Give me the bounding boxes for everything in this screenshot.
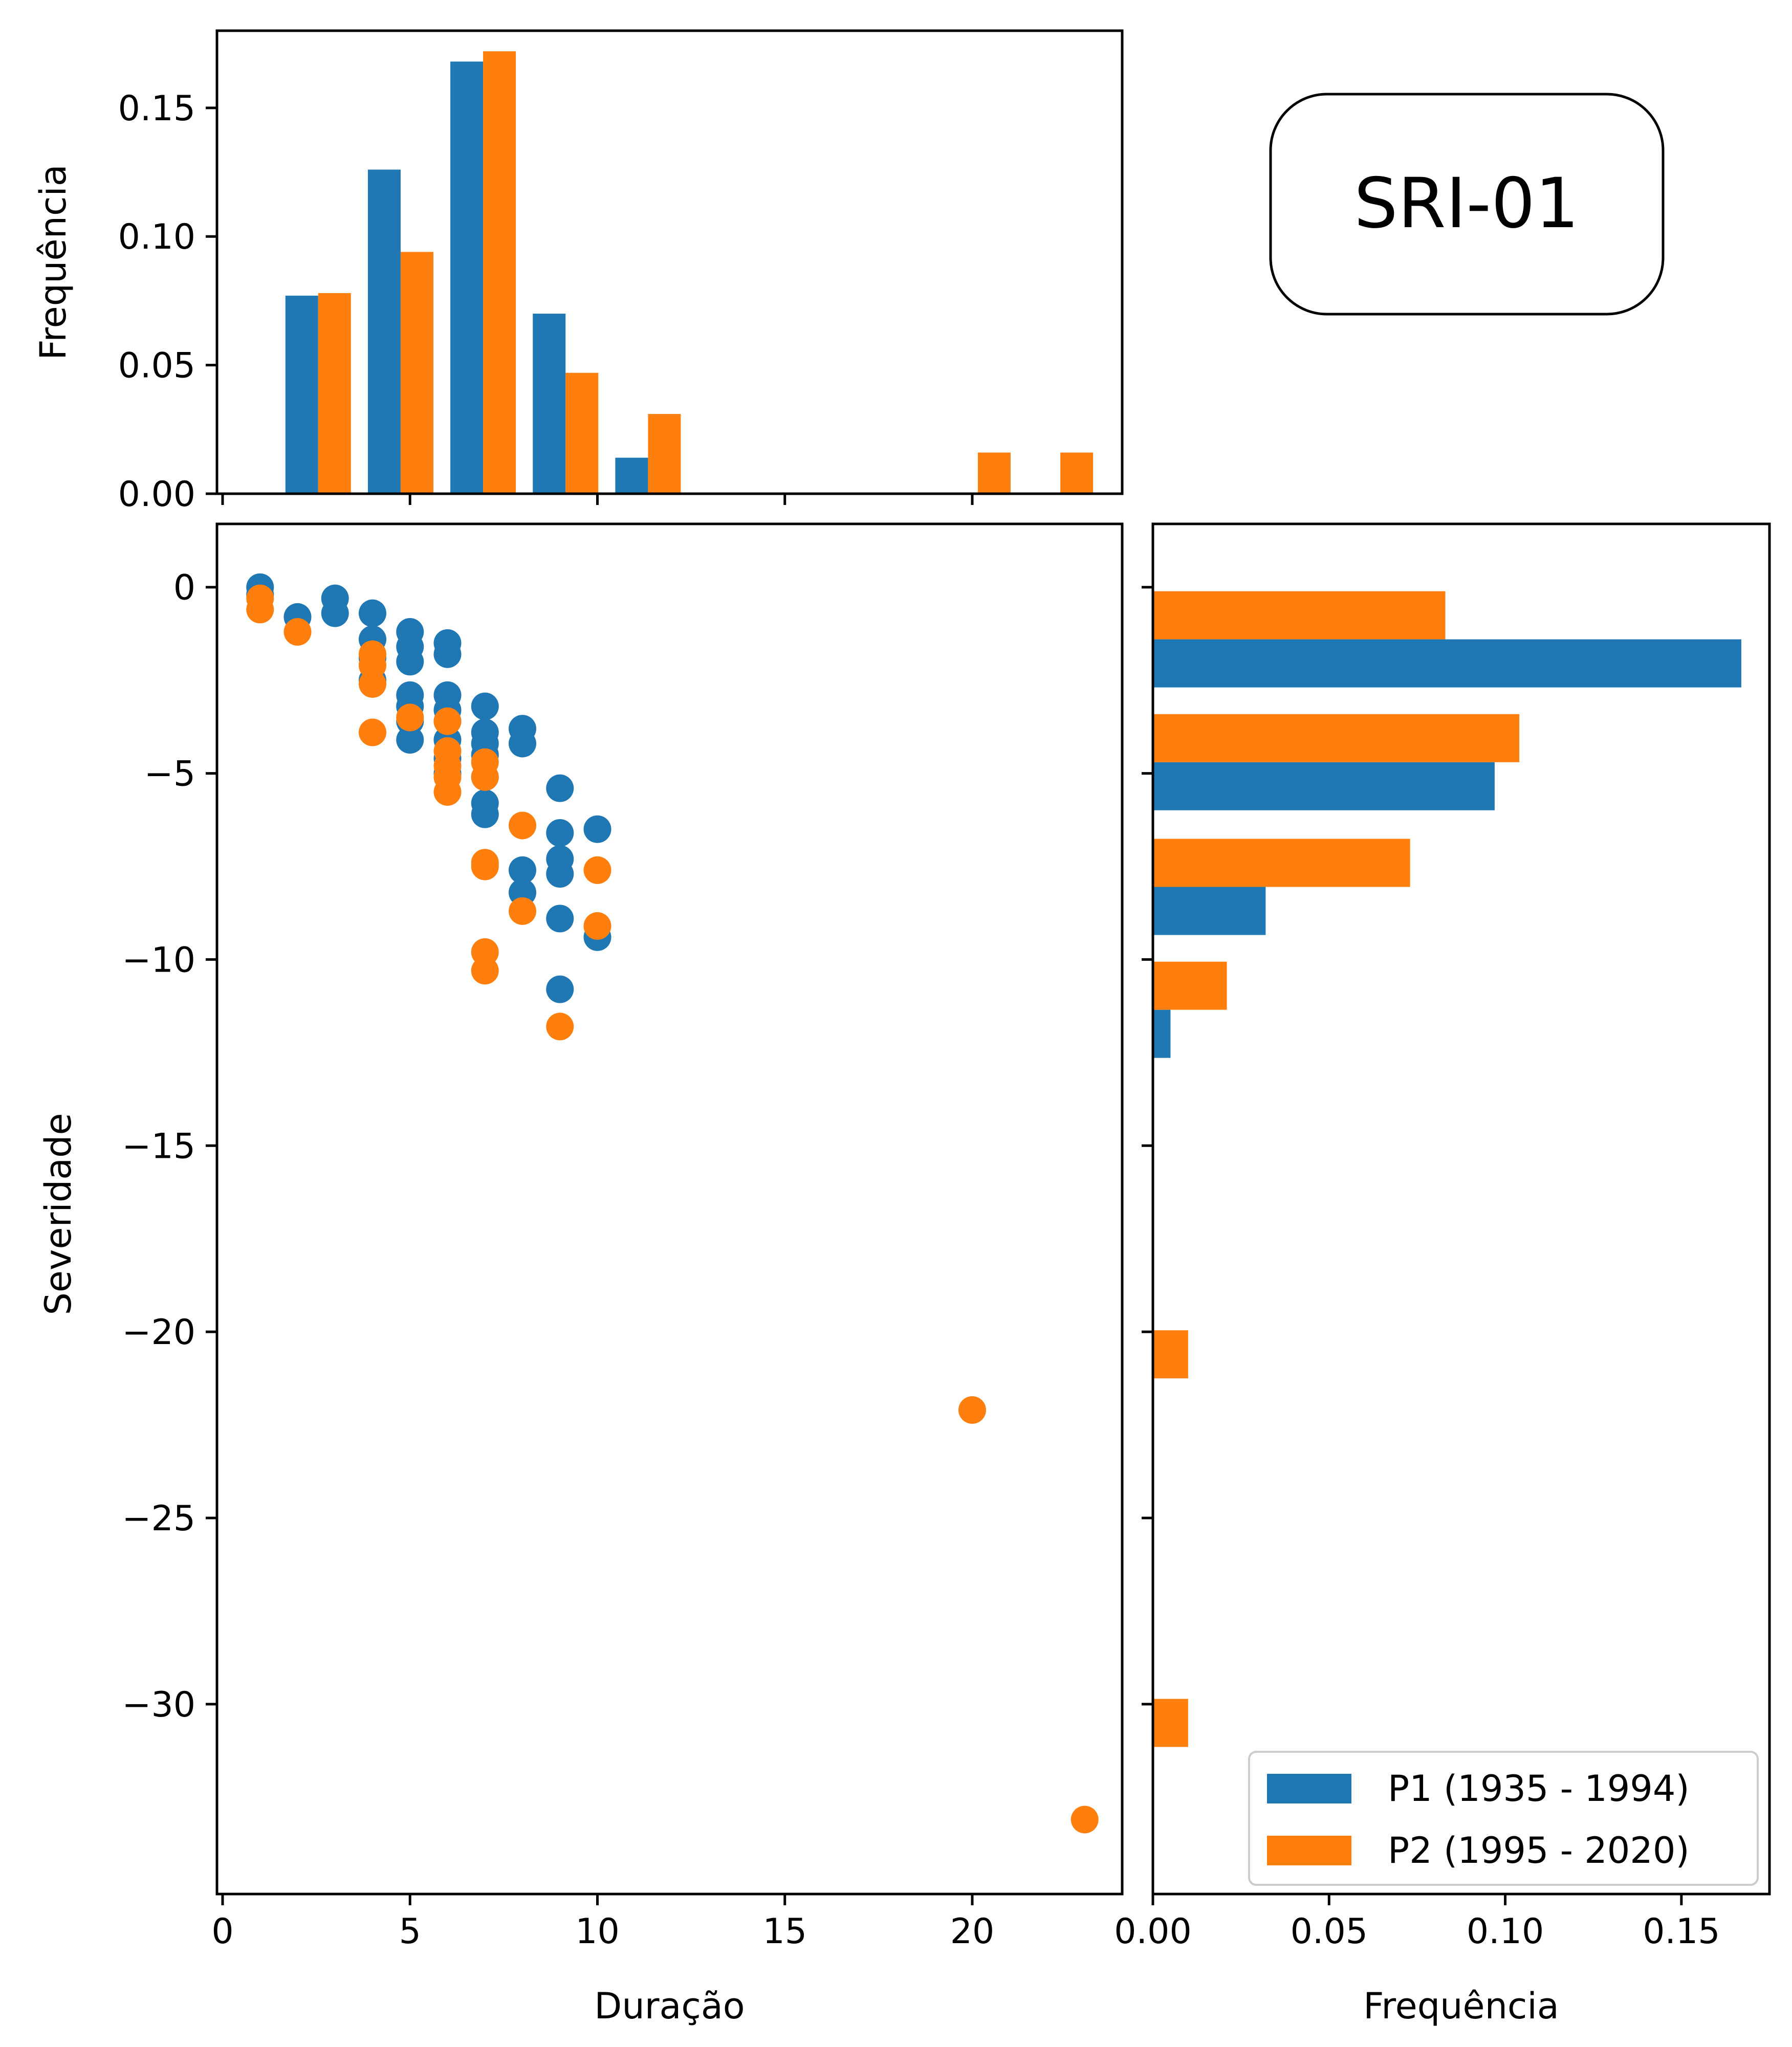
scatter-point-p1: [396, 726, 424, 754]
scatter-ytick-label: −5: [144, 754, 195, 795]
scatter-point-p2: [358, 718, 386, 746]
scatter-point-p2: [546, 1013, 574, 1041]
right-hist-xtick-label: 0.05: [1291, 1911, 1368, 1952]
scatter-point-p1: [471, 800, 499, 828]
right-hist-frame: [1151, 522, 1771, 1896]
right-hist-bar-p1: [1153, 887, 1266, 935]
scatter-point-p1: [396, 648, 424, 676]
scatter-xtick-label: 10: [575, 1911, 620, 1952]
scatter-point-p2: [583, 912, 611, 940]
scatter-point-p2: [1070, 1806, 1099, 1834]
scatter-xtick-label: 5: [399, 1911, 421, 1952]
scatter-ytick-label: −20: [122, 1312, 195, 1353]
top-hist-bar-p1: [533, 314, 566, 494]
top-hist-bar-p2: [648, 414, 681, 494]
top-hist-bar-p2: [977, 452, 1011, 494]
top-hist-ytick-label: 0.10: [118, 217, 195, 257]
scatter-point-p2: [433, 778, 462, 806]
scatter-point-p2: [508, 897, 536, 925]
legend-label-p1: P1 (1935 - 1994): [1388, 1768, 1690, 1810]
scatter-point-p2: [396, 703, 424, 732]
badge-label: SRI-01: [1354, 163, 1579, 244]
top-hist-bar-p1: [450, 61, 484, 494]
scatter-ytick-label: −25: [122, 1499, 195, 1539]
scatter-point-p1: [508, 856, 536, 884]
scatter-point-p1: [546, 860, 574, 888]
scatter-xlabel: Duração: [594, 1985, 745, 2027]
scatter-point-p1: [471, 692, 499, 720]
badge-box: [1269, 93, 1665, 316]
top-hist-ylabel: Frequência: [32, 164, 74, 360]
scatter-point-p1: [433, 640, 462, 668]
scatter-point-p2: [433, 707, 462, 735]
scatter-frame: [215, 522, 1124, 1896]
top-hist-bar-p1: [367, 169, 401, 494]
scatter-point-p1: [358, 599, 386, 627]
badge: SRI-01: [1269, 93, 1665, 316]
right-hist-bar-p2: [1153, 714, 1520, 762]
scatter-ytick-label: −30: [122, 1685, 195, 1725]
right-histogram: 0.00 0.05 0.10 0.15 Frequência: [1114, 522, 1771, 2027]
top-hist-ytick-label: 0.00: [118, 474, 195, 515]
top-hist-bar-p2: [565, 372, 599, 494]
scatter-point-p2: [283, 618, 312, 646]
scatter-ytick-label: −15: [122, 1126, 195, 1166]
right-hist-xtick-label: 0.10: [1467, 1911, 1544, 1952]
top-hist-bar-p1: [285, 295, 318, 494]
scatter-point-p2: [358, 670, 386, 698]
legend-swatch-p2: [1267, 1836, 1351, 1865]
right-hist-bar-p1: [1153, 762, 1495, 810]
legend-label-p2: P2 (1995 - 2020): [1388, 1830, 1690, 1872]
top-hist-bar-p2: [400, 252, 433, 494]
legend-frame: [1248, 1751, 1759, 1886]
scatter-point-p2: [246, 596, 274, 624]
top-hist-ytick-label: 0.15: [118, 89, 195, 129]
right-hist-bar-p1: [1153, 639, 1741, 688]
scatter-point-p2: [471, 763, 499, 791]
right-hist-bar-p1: [1153, 1009, 1171, 1058]
top-hist-bar-p2: [318, 293, 351, 494]
right-hist-bar-p2: [1153, 1699, 1188, 1747]
top-histogram: 0.00 0.05 0.10 0.15 Frequência: [32, 29, 1124, 515]
scatter-point-p1: [546, 975, 574, 1003]
right-hist-xtick-label: 0.00: [1114, 1911, 1191, 1952]
legend-swatch-p1: [1267, 1774, 1351, 1803]
scatter-xtick-label: 15: [762, 1911, 807, 1952]
top-hist-frame: [215, 29, 1124, 495]
scatter-point-p1: [583, 815, 611, 843]
scatter-plot: 0 −5 −10 −15 −20 −25 −30 0 5 10 15 20 Duração Severid…: [37, 522, 1124, 2027]
scatter-xtick-label: 0: [211, 1911, 233, 1952]
scatter-ytick-label: −10: [122, 940, 195, 980]
right-hist-bar-p2: [1153, 591, 1446, 640]
scatter-point-p1: [321, 599, 349, 627]
scatter-point-p2: [583, 856, 611, 884]
right-hist-bar-p2: [1153, 961, 1227, 1010]
right-hist-bar-p2: [1153, 1330, 1188, 1379]
top-hist-ytick-label: 0.05: [118, 346, 195, 386]
top-hist-bar-p2: [1060, 452, 1094, 494]
scatter-point-p1: [546, 905, 574, 933]
scatter-xtick-label: 20: [950, 1911, 995, 1952]
scatter-point-p1: [546, 774, 574, 802]
scatter-point-p2: [508, 811, 536, 840]
scatter-point-p2: [958, 1396, 986, 1424]
top-hist-bar-p2: [483, 51, 516, 494]
scatter-ylabel: Severidade: [37, 1113, 79, 1315]
right-hist-bar-p2: [1153, 839, 1410, 887]
scatter-ytick-label: 0: [173, 568, 195, 608]
scatter-point-p2: [471, 852, 499, 881]
right-hist-xtick-label: 0.15: [1643, 1911, 1720, 1952]
scatter-point-p2: [471, 957, 499, 985]
scatter-point-p1: [546, 819, 574, 847]
legend: P1 (1935 - 1994) P2 (1995 - 2020): [1248, 1751, 1759, 1886]
right-hist-xlabel: Frequência: [1363, 1985, 1559, 2027]
top-hist-bar-p1: [615, 457, 648, 494]
scatter-point-p1: [508, 730, 536, 758]
